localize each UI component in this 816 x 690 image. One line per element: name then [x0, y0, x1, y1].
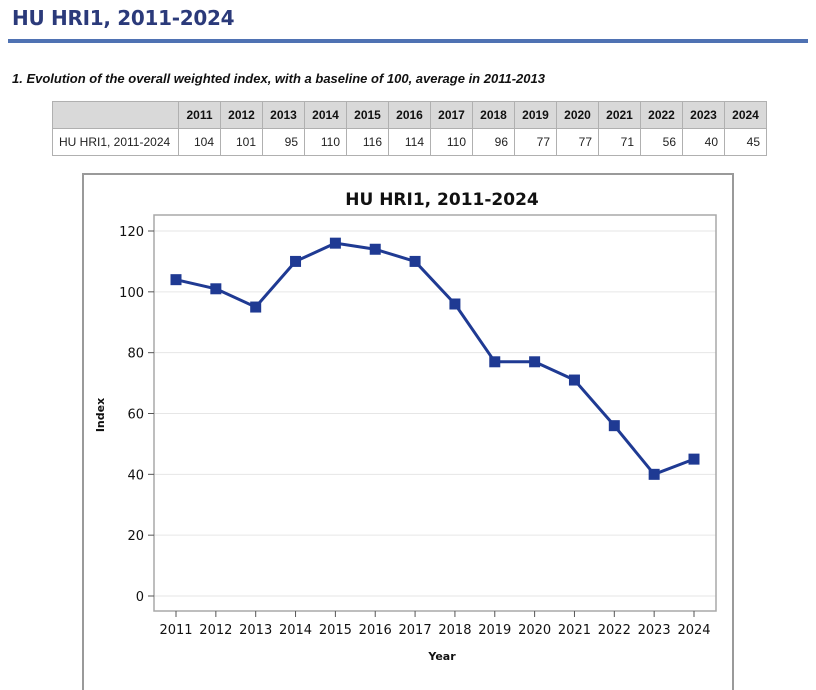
- data-point-marker: [688, 453, 700, 465]
- x-tick-label: 2015: [319, 623, 352, 638]
- x-tick-label: 2018: [438, 623, 471, 638]
- x-tick-label: 2021: [558, 623, 591, 638]
- y-axis-label: Index: [94, 398, 107, 432]
- line-chart: 0 20 40 60 80 100 120 2011 2012 2013 2014 2015 2016 2…: [94, 190, 717, 663]
- table-header-year: 2017: [430, 101, 473, 129]
- y-tick-label: 40: [127, 468, 144, 483]
- table-header-year: 2019: [514, 101, 557, 129]
- table-header-year: 2021: [598, 101, 641, 129]
- table-header-year: 2015: [346, 101, 389, 129]
- table-header-year: 2020: [556, 101, 599, 129]
- table-row: HU HRI1, 2011-2024 104 101 95 110 116 114 110 9…: [52, 128, 767, 156]
- table-cell-value: 71: [598, 128, 641, 156]
- x-tick-label: 2013: [239, 623, 272, 638]
- table-header-year: 2016: [388, 101, 431, 129]
- x-tick-label: 2020: [518, 623, 551, 638]
- table-cell-value: 45: [724, 128, 767, 156]
- data-point-marker: [489, 356, 501, 368]
- series-layer: [170, 237, 700, 480]
- data-point-marker: [210, 283, 222, 295]
- table-cell-value: 104: [178, 128, 221, 156]
- y-tick-label: 0: [136, 590, 144, 605]
- x-tick-label: 2014: [279, 623, 312, 638]
- table-header-year: 2022: [640, 101, 683, 129]
- data-point-marker: [369, 243, 381, 255]
- data-point-marker: [529, 356, 541, 368]
- table-corner-cell: [52, 101, 179, 129]
- table-cell-value: 77: [556, 128, 599, 156]
- table-cell-value: 56: [640, 128, 683, 156]
- table-cell-value: 114: [388, 128, 431, 156]
- table-header-year: 2024: [724, 101, 767, 129]
- table-cell-value: 110: [304, 128, 347, 156]
- x-axis-label: Year: [427, 650, 456, 663]
- data-point-marker: [608, 420, 620, 432]
- table-cell-value: 101: [220, 128, 263, 156]
- table-header-year: 2014: [304, 101, 347, 129]
- x-tick-label: 2019: [478, 623, 511, 638]
- x-tick-label: 2023: [638, 623, 671, 638]
- table-header-row: 2011 2012 2013 2014 2015 2016 2017 2018 2019 2020…: [52, 101, 767, 129]
- chart-frame: 0 20 40 60 80 100 120 2011 2012 2013 2014 2015 2016 2…: [82, 173, 734, 690]
- data-point-marker: [250, 301, 262, 313]
- x-tick-label: 2017: [399, 623, 432, 638]
- data-point-marker: [290, 255, 302, 267]
- data-table: 2011 2012 2013 2014 2015 2016 2017 2018 2019 2020…: [52, 101, 767, 156]
- data-point-marker: [170, 274, 182, 286]
- table-header-year: 2023: [682, 101, 725, 129]
- data-point-marker: [449, 298, 461, 310]
- table-cell-value: 110: [430, 128, 473, 156]
- table-header-year: 2013: [262, 101, 305, 129]
- data-point-marker: [568, 374, 580, 386]
- axis-layer: 0 20 40 60 80 100 120 2011 2012 2013 2014 2015 2016 2…: [119, 214, 717, 638]
- chart-title: HU HRI1, 2011-2024: [345, 190, 539, 210]
- x-tick-label: 2016: [359, 623, 392, 638]
- x-tick-label: 2011: [159, 623, 192, 638]
- table-header-year: 2012: [220, 101, 263, 129]
- y-tick-label: 100: [119, 286, 144, 301]
- y-tick-label: 120: [119, 225, 144, 240]
- grid-layer: [154, 230, 716, 597]
- y-tick-label: 20: [127, 529, 144, 544]
- x-tick-label: 2012: [199, 623, 232, 638]
- table-header-year: 2011: [178, 101, 221, 129]
- x-tick-label: 2024: [677, 623, 710, 638]
- table-cell-value: 77: [514, 128, 557, 156]
- y-tick-label: 80: [127, 347, 144, 362]
- y-tick-label: 60: [127, 408, 144, 423]
- table-cell-value: 95: [262, 128, 305, 156]
- data-point-marker: [329, 237, 341, 249]
- x-tick-label: 2022: [598, 623, 631, 638]
- section-caption: 1. Evolution of the overall weighted ind…: [12, 71, 545, 86]
- table-cell-value: 116: [346, 128, 389, 156]
- table-cell-value: 96: [472, 128, 515, 156]
- table-cell-value: 40: [682, 128, 725, 156]
- table-header-year: 2018: [472, 101, 515, 129]
- data-point-marker: [648, 468, 660, 480]
- table-row-label: HU HRI1, 2011-2024: [52, 128, 179, 156]
- title-rule: [8, 39, 808, 43]
- series-line: [175, 241, 695, 476]
- data-point-marker: [409, 255, 421, 267]
- page-title: HU HRI1, 2011-2024: [12, 6, 235, 30]
